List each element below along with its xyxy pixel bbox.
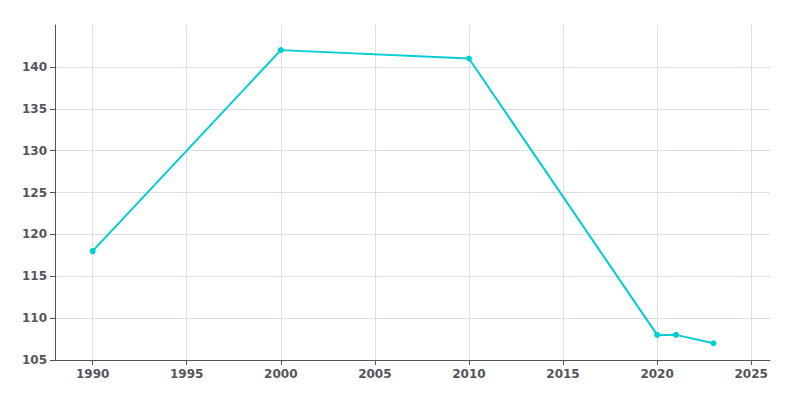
svg-text:2025: 2025: [734, 367, 767, 381]
svg-text:115: 115: [22, 269, 47, 283]
svg-text:2020: 2020: [640, 367, 673, 381]
svg-text:2010: 2010: [452, 367, 485, 381]
svg-text:1995: 1995: [170, 367, 203, 381]
svg-text:2015: 2015: [546, 367, 579, 381]
svg-text:125: 125: [22, 186, 47, 200]
svg-text:120: 120: [22, 227, 47, 241]
svg-text:2005: 2005: [358, 367, 391, 381]
svg-text:130: 130: [22, 144, 47, 158]
svg-text:1990: 1990: [76, 367, 109, 381]
svg-text:135: 135: [22, 102, 47, 116]
svg-text:2000: 2000: [264, 367, 297, 381]
svg-text:110: 110: [22, 311, 47, 325]
svg-text:140: 140: [22, 60, 47, 74]
svg-text:105: 105: [22, 353, 47, 367]
